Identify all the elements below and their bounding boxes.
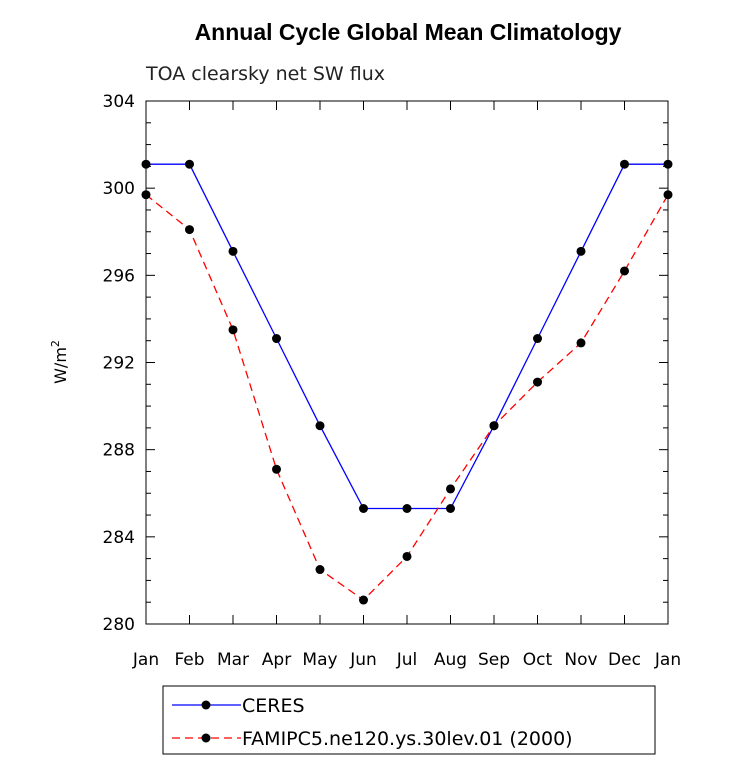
y-tick-label: 304 bbox=[103, 92, 135, 112]
y-tick-label: 284 bbox=[103, 528, 135, 548]
y-axis-label: W/m2 bbox=[49, 340, 70, 384]
data-point bbox=[185, 159, 194, 169]
data-point bbox=[272, 334, 281, 344]
data-point bbox=[185, 225, 194, 235]
legend-label-1: CERES bbox=[242, 695, 305, 717]
y-tick-label: 296 bbox=[103, 266, 135, 286]
plot-frame bbox=[145, 100, 669, 625]
data-point bbox=[228, 325, 238, 335]
x-tick-label: Jan bbox=[132, 650, 159, 670]
y-tick-label: 292 bbox=[103, 354, 135, 374]
data-point bbox=[228, 246, 238, 256]
data-point bbox=[446, 484, 455, 494]
x-tick-label: Aug bbox=[434, 650, 467, 670]
y-tick-label: 280 bbox=[103, 615, 135, 635]
data-point bbox=[359, 595, 368, 605]
data-point bbox=[402, 551, 412, 561]
data-point bbox=[315, 421, 325, 431]
x-tick-label: Nov bbox=[564, 650, 597, 670]
data-point bbox=[272, 464, 281, 474]
x-tick-label: Dec bbox=[608, 650, 641, 670]
x-tick-label: Apr bbox=[262, 650, 291, 670]
chart-subtitle: TOA clearsky net SW flux bbox=[145, 63, 385, 85]
legend-marker bbox=[201, 700, 211, 710]
y-tick-label: 300 bbox=[103, 179, 135, 199]
data-point bbox=[620, 266, 629, 276]
series-line-1 bbox=[146, 163, 668, 510]
chart-title: Annual Cycle Global Mean Climatology bbox=[195, 19, 622, 45]
x-tick-label: Jul bbox=[396, 650, 418, 670]
data-point bbox=[663, 159, 673, 169]
series-line-2 bbox=[145, 194, 669, 601]
data-point bbox=[533, 334, 542, 344]
legend-box bbox=[162, 685, 656, 755]
data-point bbox=[141, 159, 151, 169]
x-tick-label: May bbox=[302, 650, 337, 670]
legend-label-2: FAMIPC5.ne120.ys.30lev.01 (2000) bbox=[242, 728, 573, 750]
legend-marker bbox=[201, 733, 211, 743]
x-tick-label: Oct bbox=[523, 650, 553, 670]
x-tick-label: Mar bbox=[217, 650, 249, 670]
x-tick-label: Feb bbox=[174, 650, 204, 670]
data-point bbox=[663, 190, 673, 200]
data-point bbox=[359, 504, 368, 514]
data-point bbox=[315, 565, 325, 575]
data-point bbox=[620, 159, 629, 169]
legend: CERES FAMIPC5.ne120.ys.30lev.01 (2000) bbox=[172, 695, 573, 750]
data-point bbox=[402, 504, 412, 514]
x-tick-label: Sep bbox=[478, 650, 510, 670]
data-point bbox=[576, 338, 586, 348]
data-point bbox=[489, 421, 499, 431]
x-tick-label: Jun bbox=[349, 650, 377, 670]
data-point bbox=[576, 246, 586, 256]
y-tick-label: 288 bbox=[103, 441, 135, 461]
x-tick-label: Jan bbox=[654, 650, 681, 670]
data-point bbox=[446, 504, 455, 514]
data-point bbox=[141, 190, 151, 200]
axes: 280 284 288 292 296 300 304 Jan Feb Mar Apr May Jun J… bbox=[103, 92, 682, 670]
data-point bbox=[533, 377, 542, 387]
series-layer bbox=[141, 159, 673, 605]
